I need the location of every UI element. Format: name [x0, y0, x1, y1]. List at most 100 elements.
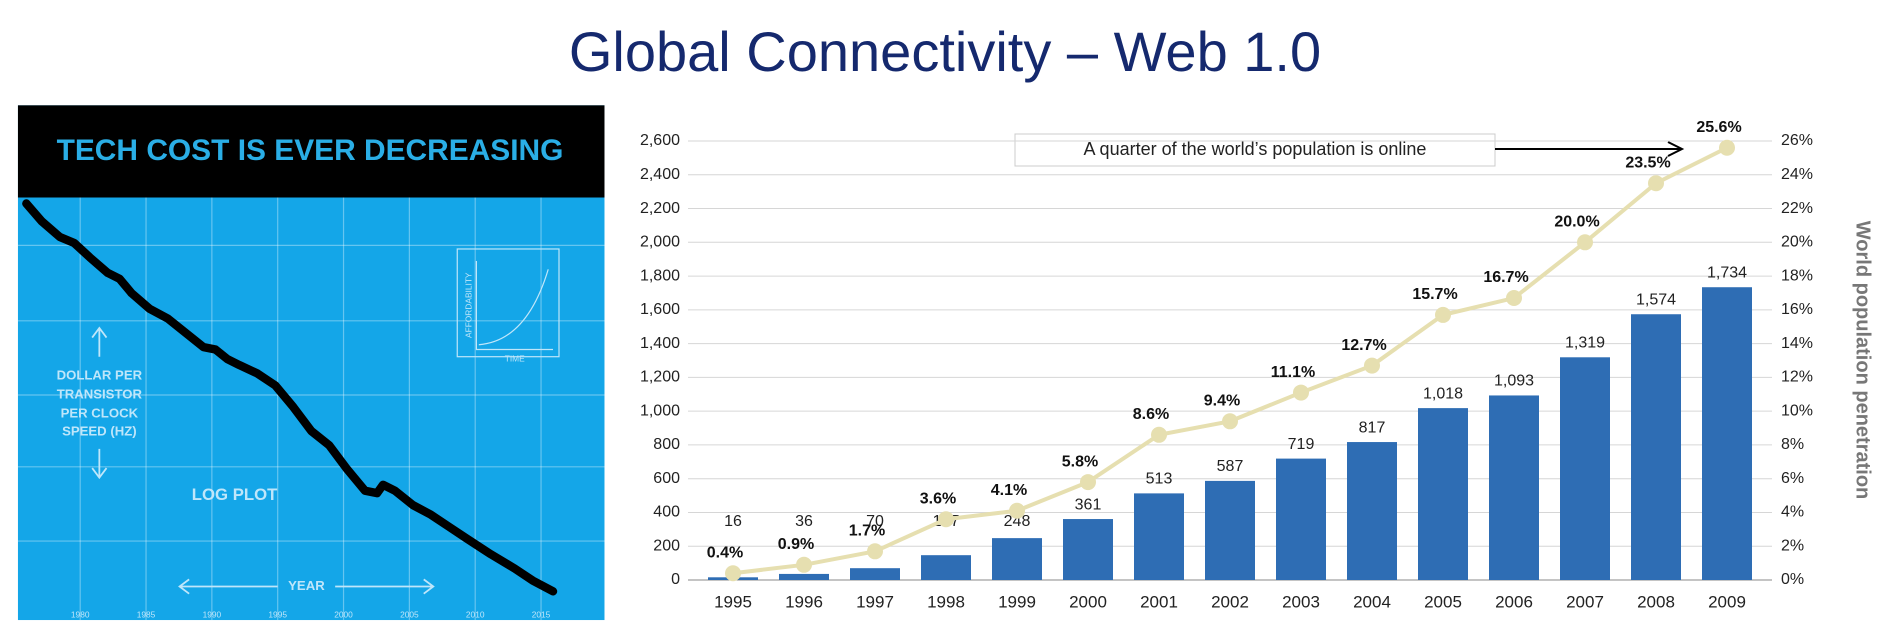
- bar: [992, 538, 1042, 580]
- bar-value-label: 1,319: [1565, 335, 1605, 352]
- y2-tick-label: 18%: [1781, 267, 1813, 284]
- inset: AFFORDABILITY TIME: [456, 248, 560, 363]
- x-tick-label: 1998: [927, 592, 965, 611]
- axis-label: YEAR: [288, 578, 325, 593]
- line-value-label: 23.5%: [1625, 154, 1670, 171]
- y-tick-label: 2,400: [640, 166, 680, 183]
- bar: [1631, 314, 1681, 580]
- line-value-label: 5.8%: [1062, 453, 1098, 470]
- y-tick-label: 1,400: [640, 335, 680, 352]
- y-tick-label: 2,200: [640, 200, 680, 217]
- panel-x-label: 2010: [466, 609, 485, 619]
- line-point: [1719, 139, 1735, 156]
- y2-tick-label: 12%: [1781, 369, 1813, 386]
- line-point: [1364, 357, 1380, 374]
- panel-heading: TECH COST IS EVER DECREASING: [57, 134, 564, 167]
- line-value-label: 0.9%: [778, 536, 814, 553]
- plot-note: LOG PLOT: [192, 485, 278, 504]
- line-point: [938, 511, 954, 528]
- panel-header: [17, 105, 605, 198]
- bar: [1063, 519, 1113, 580]
- bar-value-label: 361: [1075, 496, 1102, 513]
- y2-tick-label: 4%: [1781, 504, 1804, 521]
- panel-x-label: 1985: [137, 609, 156, 619]
- panel-x-label: 2005: [400, 609, 419, 619]
- x-tick-label: 1997: [856, 592, 894, 611]
- left-panel: TECH COST IS EVER DECREASING DOLLAR PER …: [17, 105, 605, 621]
- x-tick-label: 1999: [998, 592, 1036, 611]
- x-tick-label: 2002: [1211, 592, 1249, 611]
- bar-value-label: 1,574: [1636, 291, 1676, 308]
- y2-tick-label: 10%: [1781, 402, 1813, 419]
- x-tick-label: 2004: [1353, 592, 1391, 611]
- line-point: [1080, 474, 1096, 491]
- bar: [921, 555, 971, 580]
- y2-tick-label: 26%: [1781, 132, 1813, 149]
- panel-arrows: [91, 326, 435, 595]
- bar-value-label: 817: [1359, 419, 1386, 436]
- line-point: [725, 565, 741, 582]
- line-point: [1222, 413, 1238, 430]
- line-value-label: 3.6%: [920, 490, 956, 507]
- bar-value-label: 36: [795, 513, 813, 530]
- line-value-label: 8.6%: [1133, 406, 1169, 423]
- line-point: [1506, 290, 1522, 307]
- bar-value-label: 248: [1004, 513, 1031, 530]
- line-point: [796, 556, 812, 573]
- bar: [1489, 395, 1539, 580]
- panel-grid: [17, 197, 605, 621]
- line-point: [867, 543, 883, 560]
- y-tick-label: 600: [653, 470, 680, 487]
- bar-value-label: 1,018: [1423, 385, 1463, 402]
- slide-title: Global Connectivity – Web 1.0: [569, 20, 1321, 83]
- panel-x-label: 1990: [203, 609, 222, 619]
- axis-label: DOLLAR PER: [57, 367, 143, 382]
- axis-label: TRANSISTOR: [57, 386, 143, 401]
- y-tick-label: 2,600: [640, 132, 680, 149]
- bar-value-label: 587: [1217, 458, 1244, 475]
- annotation-text: A quarter of the world’s population is o…: [1084, 139, 1427, 159]
- inset-label: AFFORDABILITY: [463, 272, 473, 338]
- y-tick-label: 400: [653, 504, 680, 521]
- x-tick-label: 1995: [714, 592, 752, 611]
- y2-tick-label: 24%: [1781, 166, 1813, 183]
- panel-x-labels: 1980 1985 1990 1995 2000 2005 2010 2015: [71, 609, 551, 619]
- line-point: [1151, 426, 1167, 443]
- panel-x-label: 2015: [532, 609, 551, 619]
- y2-tick-label: 14%: [1781, 335, 1813, 352]
- line-value-label: 0.4%: [707, 544, 743, 561]
- line-value-label: 12.7%: [1341, 337, 1386, 354]
- panel-x-label: 2000: [334, 609, 353, 619]
- bar-value-label: 513: [1146, 471, 1173, 488]
- y2-axis-title: World population penetration: [1852, 221, 1874, 500]
- y-tick-label: 1,200: [640, 369, 680, 386]
- x-tick-label: 2009: [1708, 592, 1746, 611]
- bar: [1347, 442, 1397, 580]
- y2-tick-label: 16%: [1781, 301, 1813, 318]
- axis-label: SPEED (HZ): [62, 424, 137, 439]
- bar: [1702, 287, 1752, 580]
- line-point: [1009, 502, 1025, 519]
- bar-value-label: 719: [1288, 436, 1315, 453]
- line-point: [1648, 175, 1664, 192]
- annotation-box: [1014, 133, 1496, 167]
- line-value-label: 9.4%: [1204, 393, 1240, 410]
- line-value-label: 4.1%: [991, 482, 1027, 499]
- annotation: A quarter of the world’s population is o…: [1014, 133, 1685, 167]
- x-tick-label: 2008: [1637, 592, 1675, 611]
- cost-curve: [22, 199, 558, 596]
- y-tick-label: 1,600: [640, 301, 680, 318]
- bar: [1205, 480, 1255, 580]
- y2-tick-label: 8%: [1781, 436, 1804, 453]
- x-tick-label: 2001: [1140, 592, 1178, 611]
- bar: [1276, 458, 1326, 580]
- bar: [1134, 493, 1184, 580]
- bar: [779, 573, 829, 580]
- x-tick-label: 1996: [785, 592, 823, 611]
- y2-tick-label: 20%: [1781, 234, 1813, 251]
- line-value-label: 15.7%: [1412, 286, 1457, 303]
- y2-tick-label: 22%: [1781, 200, 1813, 217]
- y-tick-label: 0: [671, 571, 680, 588]
